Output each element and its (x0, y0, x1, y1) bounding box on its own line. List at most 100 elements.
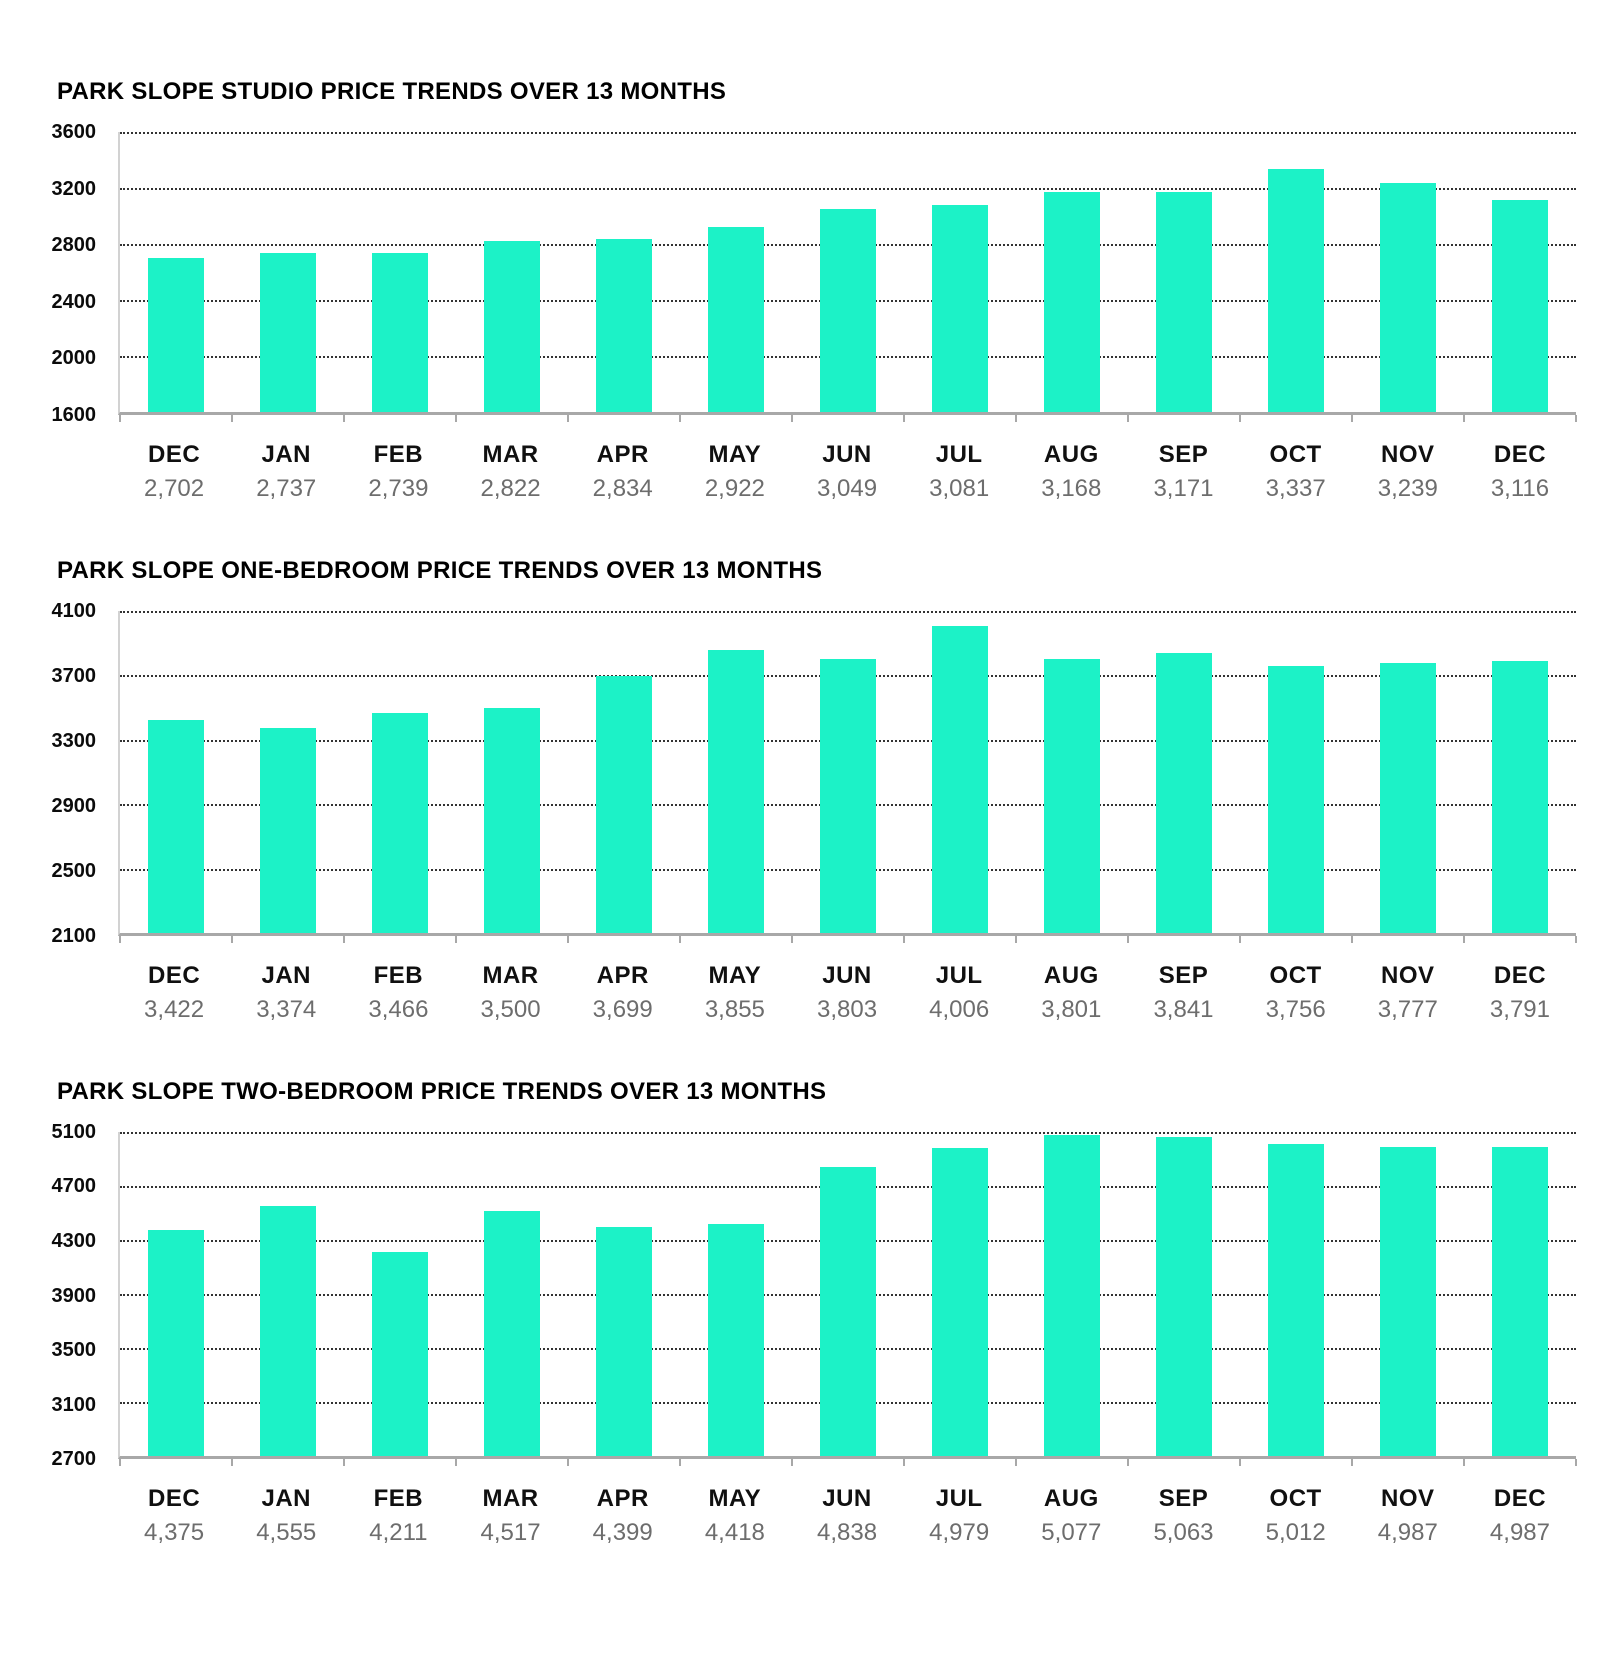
y-tick-label: 3100 (51, 1393, 97, 1416)
value-label: 4,517 (480, 1519, 541, 1546)
y-tick-label: 3600 (51, 121, 97, 143)
bar-oct-10 (1268, 168, 1324, 412)
x-axis-cell: MAR 2,822 (454, 441, 566, 503)
y-axis-labels: 3600 3200 2800 2400 2000 1600 (0, 121, 118, 426)
month-label: JAN (261, 962, 311, 989)
value-label: 4,987 (1377, 1519, 1438, 1546)
bar-slot (792, 132, 904, 412)
bar-dec-0 (148, 720, 204, 933)
bar-jul-7 (932, 204, 988, 412)
month-label: MAY (708, 962, 762, 989)
x-axis-tick (1239, 936, 1241, 943)
x-axis-tick (1575, 415, 1577, 422)
month-label: DEC (147, 962, 201, 989)
value-label: 2,822 (480, 475, 541, 502)
value-label: 3,699 (592, 996, 653, 1023)
x-axis-cell: NOV 4,987 (1352, 1485, 1464, 1547)
y-tick-label: 1600 (51, 404, 97, 426)
bar-slot (120, 611, 232, 933)
month-label: JUL (935, 962, 983, 989)
x-axis-tick (455, 415, 457, 422)
month-label: MAY (708, 441, 762, 468)
bar-apr-4 (596, 239, 652, 412)
month-label: DEC (1493, 441, 1547, 468)
x-axis-cell: APR 4,399 (567, 1485, 679, 1547)
month-label: DEC (1493, 1485, 1547, 1512)
x-axis-tick (1463, 936, 1465, 943)
chart-body: 4100 3700 3300 2900 2500 2100 (0, 600, 1577, 947)
y-tick-label: 3700 (51, 665, 97, 687)
month-label: APR (596, 441, 649, 468)
x-axis-tick (1351, 415, 1353, 422)
x-axis-cell: JUL 4,006 (903, 962, 1015, 1024)
bar-slot (1240, 132, 1352, 412)
bar-slot (792, 1132, 904, 1456)
value-label: 3,374 (256, 996, 317, 1023)
value-label: 2,922 (704, 475, 765, 502)
bar-jan-1 (260, 1205, 316, 1456)
bar-mar-3 (484, 1210, 540, 1456)
bar-mar-3 (484, 707, 540, 933)
y-tick-label: 3200 (51, 177, 97, 200)
x-axis-tick (566, 415, 569, 422)
bar-slot (1240, 1132, 1352, 1456)
x-axis-cell: JUN 3,049 (791, 441, 903, 503)
gridline (120, 1132, 1576, 1134)
y-tick-label: 3300 (51, 730, 97, 752)
bar-apr-4 (596, 1226, 652, 1456)
bar-slot (1240, 611, 1352, 933)
bar-slot (232, 132, 344, 412)
y-tick-label: 2100 (51, 925, 97, 947)
x-axis-cell: NOV 3,777 (1352, 962, 1464, 1024)
value-label: 3,803 (816, 996, 878, 1023)
x-axis-tick (119, 1459, 121, 1466)
bar-slot (568, 132, 680, 412)
x-axis-cell: FEB 2,739 (342, 441, 454, 503)
bar-jul-7 (932, 626, 988, 933)
chart-title: PARK SLOPE TWO-BEDROOM PRICE TRENDS OVER… (57, 1078, 827, 1105)
bar-jun-6 (820, 209, 876, 412)
x-axis-tick (679, 1459, 681, 1466)
x-axis-cell: SEP 5,063 (1127, 1485, 1239, 1547)
bar-slot (1464, 611, 1576, 933)
bar-may-5 (708, 1224, 764, 1456)
month-label: OCT (1269, 1485, 1322, 1512)
x-axis-cell: AUG 3,168 (1015, 441, 1127, 503)
x-axis-tick (1463, 415, 1465, 422)
bar-aug-8 (1044, 659, 1100, 933)
bar-slot (1352, 1132, 1464, 1456)
x-axis-cell: DEC 2,702 (118, 441, 230, 503)
x-axis-tick (1575, 1459, 1577, 1466)
bar-apr-4 (596, 675, 652, 933)
y-tick-label: 5100 (51, 1121, 97, 1143)
bar-sep-9 (1156, 1137, 1212, 1456)
x-axis-tick (791, 415, 793, 422)
x-axis-row: DEC 2,702 JAN 2,737 FEB 2,739 MAR 2,822 APR 2,834… (118, 441, 1576, 503)
value-label: 4,979 (929, 1519, 990, 1546)
value-label: 4,555 (256, 1519, 317, 1546)
bar-slot (456, 1132, 568, 1456)
x-axis-cell: FEB 4,211 (342, 1485, 454, 1547)
x-axis-cell: MAY 4,418 (679, 1485, 791, 1547)
x-axis-cell: MAY 2,922 (679, 441, 791, 503)
bar-slot (1016, 1132, 1128, 1456)
chart-title: PARK SLOPE STUDIO PRICE TRENDS OVER 13 M… (57, 78, 727, 105)
value-label: 4,399 (592, 1519, 653, 1546)
x-axis-cell: SEP 3,171 (1127, 441, 1239, 503)
value-label: 3,081 (929, 475, 990, 502)
y-tick-label: 2500 (51, 860, 97, 882)
bar-nov-11 (1380, 182, 1436, 412)
value-label: 3,841 (1153, 996, 1214, 1023)
x-axis-tick (679, 415, 681, 422)
bar-jul-7 (932, 1148, 988, 1456)
bar-slot (904, 1132, 1016, 1456)
gridline (120, 132, 1576, 134)
value-label: 4,006 (929, 996, 990, 1023)
bar-slot (792, 611, 904, 933)
y-tick-label: 4700 (51, 1175, 97, 1198)
y-tick-label: 2900 (51, 795, 97, 817)
x-axis-cell: APR 3,699 (567, 962, 679, 1024)
bar-dec-0 (148, 1229, 204, 1456)
bar-feb-2 (372, 252, 428, 412)
x-axis-tick (902, 936, 905, 943)
